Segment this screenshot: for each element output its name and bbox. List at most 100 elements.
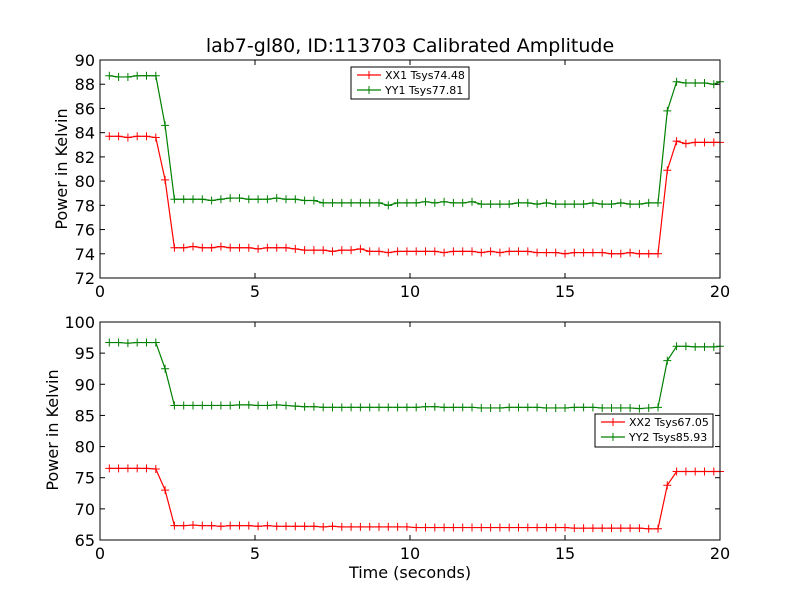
data-point [700,79,709,88]
x-tick-label: 5 [250,544,260,563]
data-point [254,195,263,204]
data-point [198,243,207,252]
data-point [170,195,179,204]
data-point [449,198,458,207]
legend-box [350,66,470,100]
data-point [291,195,300,204]
y-tick-label: 86 [75,99,95,118]
data-point [486,200,495,209]
data-point [635,524,644,533]
data-point [570,403,579,412]
data-point [179,195,188,204]
data-point [477,200,486,209]
legend-box [594,413,714,448]
data-point [235,243,244,252]
legend-marker [365,71,373,79]
data-point [430,198,439,207]
x-axis-label: Time (seconds) [348,563,471,582]
data-point [663,356,672,365]
legend-label: YY1 Tsys77.81 [384,84,463,97]
y-tick-label: 65 [75,531,95,550]
data-point [170,243,179,252]
data-point [189,242,197,251]
data-point [681,467,690,476]
data-point [189,195,197,204]
x-tick-label: 10 [400,544,420,563]
data-point [337,522,346,531]
data-point [691,342,700,351]
data-point [700,467,709,476]
data-point [412,247,421,256]
data-point [272,400,281,409]
data-point [533,248,542,257]
data-point [347,403,356,412]
data-point [375,198,383,207]
data-point [570,524,579,533]
data-point [170,401,179,410]
data-point [440,523,449,532]
data-point [533,200,542,209]
data-point [337,403,346,412]
data-point [365,247,374,256]
data-point [282,522,290,531]
data-point [561,523,569,532]
data-point [263,521,272,530]
data-point [421,197,430,206]
data-point [523,523,532,532]
y-tick-label: 80 [75,438,95,457]
data-point [114,464,123,473]
data-point [700,342,709,351]
data-point [365,403,374,412]
y-tick-label: 84 [75,124,95,143]
data-point [514,247,523,256]
data-point [616,249,625,258]
data-point [235,194,244,203]
data-point [328,403,337,412]
data-point [328,247,337,256]
data-point [644,198,653,207]
data-point [142,464,151,473]
data-point [505,247,514,256]
data-point [291,244,300,253]
data-point [542,523,551,532]
data-point [505,403,514,412]
data-point [468,247,476,256]
legend: XX2 Tsys67.05 YY2 Tsys85.93 [594,413,714,448]
data-point [598,248,607,257]
data-point [114,338,123,347]
data-point [533,523,542,532]
data-point [681,342,690,351]
data-point [244,400,253,409]
data-point [588,403,597,412]
data-point [430,247,439,256]
data-point [644,249,653,258]
data-point [468,523,476,532]
data-point [542,403,551,412]
data-point [663,106,672,115]
data-point [635,200,644,209]
data-point [263,195,272,204]
x-tick-label: 20 [710,282,730,301]
data-point [626,403,635,412]
data-point [644,524,653,533]
data-point [691,467,700,476]
data-point [672,137,681,146]
data-point [254,522,263,531]
data-point [505,523,514,532]
data-point [533,403,542,412]
data-point [189,521,197,530]
top-plot-area: 0 5 10 15 20 72 74 76 78 80 82 84 86 88 90 XX1 Tsys74.4… [75,51,731,301]
data-point [644,403,653,412]
data-point [337,246,346,255]
y-tick-label: 74 [75,245,95,264]
data-point [402,522,411,531]
data-point [151,71,160,80]
legend-label: XX1 Tsys74.48 [385,69,465,82]
data-point [607,200,616,209]
data-point [300,522,309,531]
data-point [226,401,235,410]
data-point [272,194,281,203]
data-point [309,522,318,531]
y-tick-label: 88 [75,75,95,94]
